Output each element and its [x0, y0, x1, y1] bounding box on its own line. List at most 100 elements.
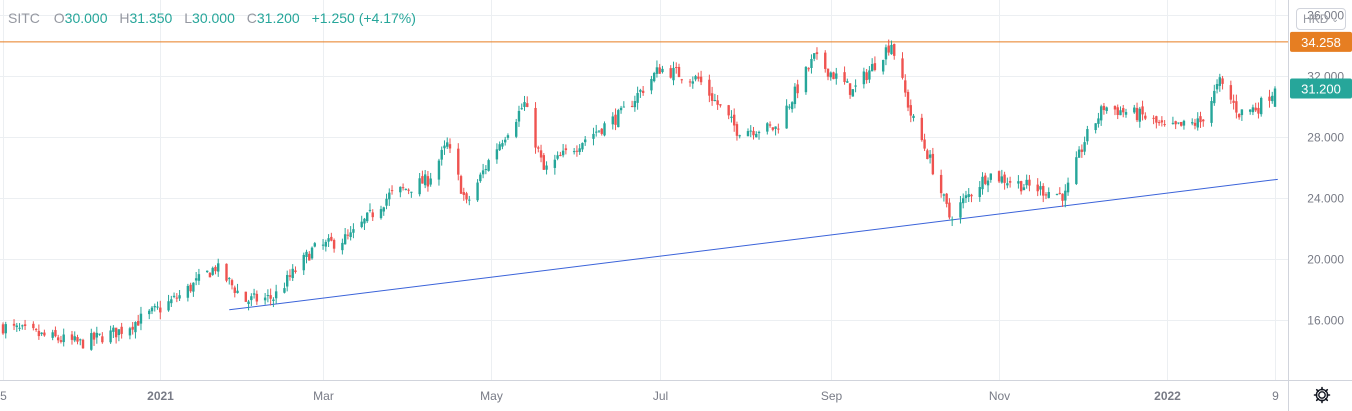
candle-body-up: [1105, 107, 1108, 112]
candle-body-up: [1097, 118, 1100, 124]
candle-body-down: [1019, 181, 1023, 192]
candle-body-down: [807, 68, 810, 70]
high-label: H: [119, 10, 130, 26]
candle-body-down: [462, 192, 465, 195]
candle-body-up: [1251, 107, 1255, 113]
candle-body-up: [846, 81, 849, 83]
candle-body-down: [630, 105, 634, 107]
candle-body-up: [959, 202, 962, 218]
candle-body-down: [735, 124, 739, 136]
candle-body-down: [407, 189, 410, 191]
candle-body-up: [62, 334, 65, 343]
candle-body-down: [680, 79, 683, 81]
candle-body-up: [619, 107, 623, 111]
candle-body-down: [873, 63, 877, 70]
candles: [1, 39, 1277, 351]
candle-body-down: [904, 80, 907, 93]
candle-body-up: [313, 243, 316, 247]
candle-body-up: [481, 170, 485, 175]
candle-body-up: [572, 151, 576, 153]
candle-body-down: [459, 176, 463, 194]
resistance-price-label-bg: [1290, 31, 1352, 52]
candle-body-up: [310, 247, 314, 259]
candle-body-up: [228, 278, 231, 280]
candle-body-down: [1257, 107, 1260, 114]
candle-body-up: [285, 274, 289, 287]
candle-body-up: [217, 263, 220, 272]
candle-body-up: [650, 78, 653, 91]
candle-body-up: [360, 221, 363, 227]
price-tick-label: 16.000: [1307, 314, 1344, 328]
candle-body-down: [1141, 106, 1144, 115]
candle-body-up: [1210, 100, 1213, 123]
candle-body-down: [70, 334, 74, 340]
candle-body-up: [423, 174, 427, 186]
candle-body-down: [1254, 107, 1257, 111]
time-axis[interactable]: 5 2021 Mar May Jul Sep Nov 2022 9: [0, 389, 1279, 403]
candle-body-up: [561, 150, 565, 156]
last-price-label-bg: [1290, 78, 1352, 99]
price-tick-label: 24.000: [1307, 192, 1344, 206]
low-label: L: [184, 10, 193, 26]
candle-body-up: [1213, 90, 1216, 104]
candle-body-up: [437, 160, 441, 180]
candle-body-down: [346, 234, 350, 236]
support-trendline: [229, 178, 1278, 311]
candle-body-down: [371, 212, 374, 218]
candle-body-down: [1232, 100, 1235, 103]
candle-body-down: [1152, 117, 1155, 119]
gear-icon[interactable]: [1312, 385, 1332, 405]
candle-body-up: [870, 64, 874, 72]
candle-body-up: [112, 327, 115, 332]
candle-body-down: [997, 171, 1001, 182]
candle-body-down: [1113, 106, 1117, 110]
candle-body-up: [967, 194, 970, 198]
candle-body-up: [4, 324, 7, 334]
candle-body-up: [1039, 186, 1042, 190]
candle-body-up: [418, 178, 421, 195]
candle-body-down: [909, 105, 912, 116]
candle-body-up: [440, 149, 443, 160]
candle-body-down: [1229, 85, 1233, 100]
candle-body-down: [708, 79, 711, 96]
symbol-name[interactable]: SITC: [8, 10, 40, 26]
candle-body-down: [421, 176, 424, 184]
candle-body-down: [843, 72, 846, 83]
candle-body-up: [388, 192, 391, 200]
candle-body-down: [796, 84, 799, 94]
candle-body-down: [716, 100, 719, 105]
candle-body-down: [600, 128, 603, 134]
candle-body-up: [622, 106, 626, 108]
candle-body-up: [793, 86, 797, 105]
candle-body-up: [156, 306, 159, 308]
candle-body-up: [153, 306, 156, 308]
candle-body-down: [1, 324, 5, 334]
candle-body-down: [159, 307, 162, 313]
candle-body-up: [912, 115, 915, 118]
candle-body-up: [128, 328, 132, 336]
currency-selector[interactable]: HKD ⌄: [1296, 8, 1346, 30]
candle-body-up: [98, 333, 101, 335]
candle-body-down: [1102, 105, 1106, 111]
candle-body-down: [1008, 181, 1012, 183]
candle-body-down: [893, 44, 896, 56]
candle-body-up: [498, 144, 501, 151]
candle-body-up: [639, 89, 642, 92]
candle-body-up: [1077, 149, 1081, 158]
candle-body-up: [884, 47, 888, 60]
candle-body-up: [349, 232, 352, 238]
candle-body-down: [732, 114, 736, 126]
candle-body-down: [1235, 101, 1238, 113]
candle-body-down: [1199, 116, 1202, 123]
candle-body-down: [658, 67, 661, 74]
candle-body-up: [1215, 84, 1219, 90]
candle-body-up: [343, 234, 347, 245]
open-value: 30.000: [64, 10, 108, 26]
candle-body-up: [79, 339, 82, 341]
candle-body-up: [274, 291, 278, 299]
candle-body-down: [120, 326, 123, 334]
candle-body-up: [942, 194, 946, 196]
candle-body-down: [76, 337, 79, 342]
